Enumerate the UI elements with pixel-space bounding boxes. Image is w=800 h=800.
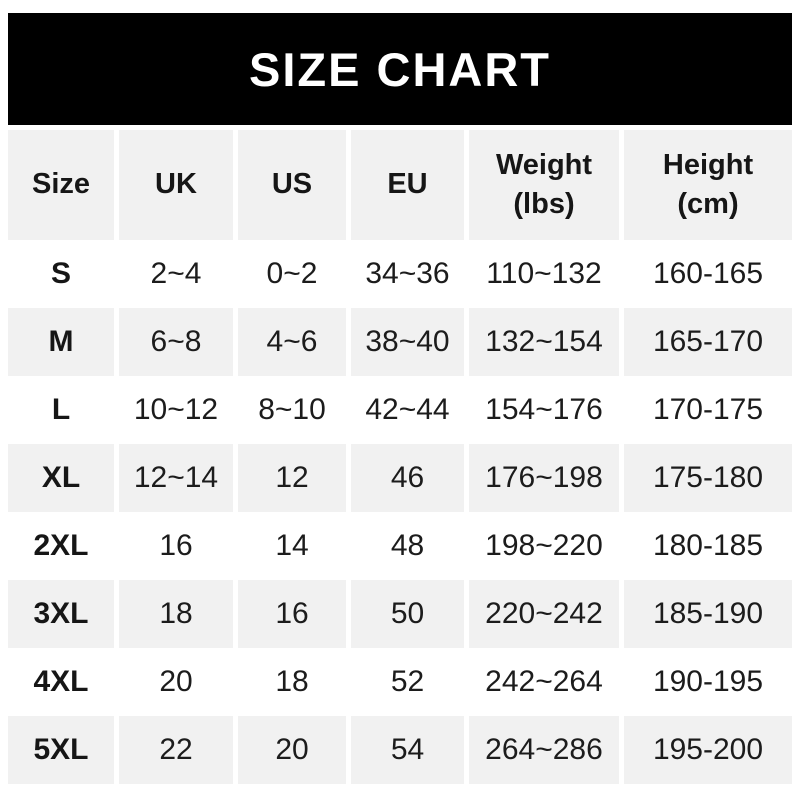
cell-size: 3XL xyxy=(8,580,114,648)
cell-weight: 154~176 xyxy=(469,376,619,444)
cell-weight: 110~132 xyxy=(469,240,619,308)
table-row-s: S 2~4 0~2 34~36 110~132 160-165 xyxy=(8,240,792,308)
cell-size: M xyxy=(8,308,114,376)
cell-eu: 52 xyxy=(351,648,464,716)
cell-weight: 264~286 xyxy=(469,716,619,784)
column-header-eu: EU xyxy=(351,130,464,240)
cell-eu: 50 xyxy=(351,580,464,648)
table-row-2xl: 2XL 16 14 48 198~220 180-185 xyxy=(8,512,792,580)
cell-weight: 132~154 xyxy=(469,308,619,376)
cell-uk: 18 xyxy=(119,580,233,648)
cell-eu: 42~44 xyxy=(351,376,464,444)
cell-us: 16 xyxy=(238,580,346,648)
cell-uk: 12~14 xyxy=(119,444,233,512)
cell-size: 4XL xyxy=(8,648,114,716)
cell-uk: 22 xyxy=(119,716,233,784)
cell-eu: 46 xyxy=(351,444,464,512)
cell-us: 18 xyxy=(238,648,346,716)
table-row-4xl: 4XL 20 18 52 242~264 190-195 xyxy=(8,648,792,716)
cell-height: 170-175 xyxy=(624,376,792,444)
cell-height: 185-190 xyxy=(624,580,792,648)
column-header-us: US xyxy=(238,130,346,240)
table-row-m: M 6~8 4~6 38~40 132~154 165-170 xyxy=(8,308,792,376)
table-row-xl: XL 12~14 12 46 176~198 175-180 xyxy=(8,444,792,512)
cell-size: L xyxy=(8,376,114,444)
cell-eu: 38~40 xyxy=(351,308,464,376)
column-header-height: Height (cm) xyxy=(624,130,792,240)
cell-size: S xyxy=(8,240,114,308)
cell-us: 8~10 xyxy=(238,376,346,444)
cell-weight: 176~198 xyxy=(469,444,619,512)
cell-eu: 34~36 xyxy=(351,240,464,308)
page-title: SIZE CHART xyxy=(249,42,551,96)
cell-uk: 10~12 xyxy=(119,376,233,444)
cell-eu: 48 xyxy=(351,512,464,580)
cell-uk: 16 xyxy=(119,512,233,580)
table-row-3xl: 3XL 18 16 50 220~242 185-190 xyxy=(8,580,792,648)
cell-us: 20 xyxy=(238,716,346,784)
table-row-l: L 10~12 8~10 42~44 154~176 170-175 xyxy=(8,376,792,444)
size-table: Size UK US EU Weight (lbs) Height (cm) S… xyxy=(8,130,792,784)
cell-height: 165-170 xyxy=(624,308,792,376)
cell-eu: 54 xyxy=(351,716,464,784)
cell-height: 195-200 xyxy=(624,716,792,784)
cell-uk: 6~8 xyxy=(119,308,233,376)
cell-us: 0~2 xyxy=(238,240,346,308)
cell-height: 160-165 xyxy=(624,240,792,308)
cell-size: XL xyxy=(8,444,114,512)
cell-us: 4~6 xyxy=(238,308,346,376)
cell-height: 190-195 xyxy=(624,648,792,716)
cell-weight: 198~220 xyxy=(469,512,619,580)
cell-height: 175-180 xyxy=(624,444,792,512)
title-banner: SIZE CHART xyxy=(8,13,792,125)
column-header-size: Size xyxy=(8,130,114,240)
cell-us: 12 xyxy=(238,444,346,512)
cell-size: 5XL xyxy=(8,716,114,784)
cell-uk: 2~4 xyxy=(119,240,233,308)
column-header-uk: UK xyxy=(119,130,233,240)
cell-size: 2XL xyxy=(8,512,114,580)
cell-weight: 242~264 xyxy=(469,648,619,716)
table-row-5xl: 5XL 22 20 54 264~286 195-200 xyxy=(8,716,792,784)
table-header-row: Size UK US EU Weight (lbs) Height (cm) xyxy=(8,130,792,240)
cell-uk: 20 xyxy=(119,648,233,716)
cell-us: 14 xyxy=(238,512,346,580)
cell-height: 180-185 xyxy=(624,512,792,580)
column-header-weight: Weight (lbs) xyxy=(469,130,619,240)
cell-weight: 220~242 xyxy=(469,580,619,648)
